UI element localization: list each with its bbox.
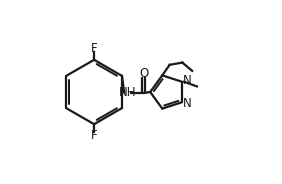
Text: N: N xyxy=(183,97,191,110)
Text: NH: NH xyxy=(118,86,136,99)
Text: O: O xyxy=(139,67,148,79)
Text: F: F xyxy=(91,129,97,142)
Text: F: F xyxy=(91,42,97,55)
Text: N: N xyxy=(183,74,191,87)
